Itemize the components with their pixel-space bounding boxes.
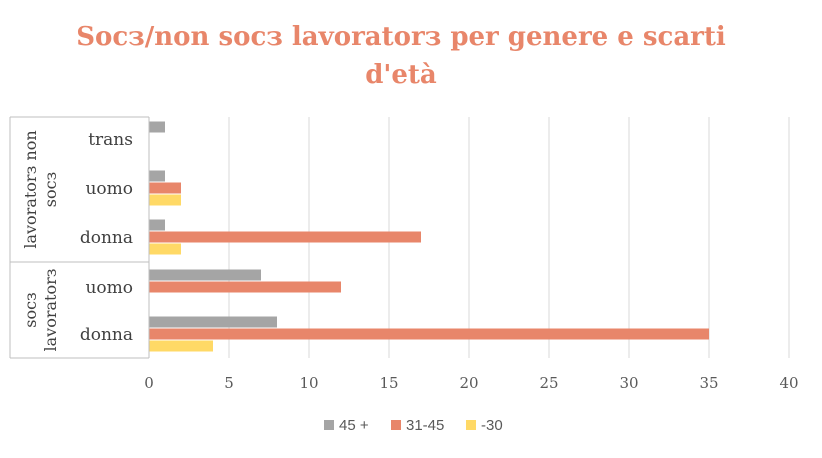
- bar-uomo-31-45: [149, 182, 181, 194]
- bar-donna-45: [149, 316, 277, 328]
- x-tick-label: 25: [539, 374, 558, 392]
- x-tick-label: 10: [299, 374, 318, 392]
- legend-swatch: [466, 420, 476, 430]
- bar-donna-31-45: [149, 231, 421, 243]
- legend-swatch: [324, 420, 334, 430]
- legend-item[interactable]: -30: [466, 417, 503, 434]
- bar-trans-45: [149, 121, 165, 133]
- legend-swatch: [391, 420, 401, 430]
- category-label-uomo: uomo: [85, 179, 133, 199]
- category-label-uomo: uomo: [85, 278, 133, 298]
- chart-title: Socз/non socз lavoratorз per genere e sc…: [76, 22, 726, 90]
- x-tick-label: 0: [144, 374, 154, 392]
- bar-donna-under30: [149, 340, 213, 352]
- group-label-line: socз: [21, 292, 40, 328]
- bar-uomo-under30: [149, 194, 181, 206]
- legend-label: -30: [481, 417, 503, 434]
- x-tick-label: 20: [459, 374, 478, 392]
- bar-donna-under30: [149, 243, 181, 255]
- bar-donna-31-45: [149, 328, 709, 340]
- legend[interactable]: 45 + 31-45 -30: [324, 417, 503, 434]
- chart-title-line: Socз/non socз lavoratorз per genere e sc…: [76, 22, 726, 52]
- bar-uomo-31-45: [149, 281, 341, 293]
- x-tick-label: 40: [779, 374, 798, 392]
- group-label-line: socз: [41, 172, 60, 208]
- group-label: socзlavoratorз: [21, 269, 60, 352]
- category-label-trans: trans: [88, 130, 133, 150]
- category-label-donna: donna: [80, 325, 133, 345]
- x-axis-ticks: 0 5 10 15 20 25 30 35 40: [144, 374, 798, 392]
- chart-title-line: d'età: [365, 60, 437, 90]
- legend-item[interactable]: 45 +: [324, 417, 369, 434]
- category-label-donna: donna: [80, 228, 133, 248]
- x-tick-label: 5: [224, 374, 234, 392]
- legend-label: 45 +: [339, 417, 369, 434]
- bar-donna-45: [149, 219, 165, 231]
- legend-item[interactable]: 31-45: [391, 417, 444, 434]
- bars: [149, 121, 709, 352]
- x-tick-label: 35: [699, 374, 718, 392]
- legend-label: 31-45: [406, 417, 444, 434]
- bar-uomo-45: [149, 170, 165, 182]
- group-label: lavoratorз nonsocз: [21, 130, 60, 248]
- bar-uomo-45: [149, 269, 261, 281]
- x-tick-label: 30: [619, 374, 638, 392]
- x-tick-label: 15: [379, 374, 398, 392]
- group-label-line: lavoratorз non: [21, 130, 40, 248]
- group-label-line: lavoratorз: [41, 269, 60, 352]
